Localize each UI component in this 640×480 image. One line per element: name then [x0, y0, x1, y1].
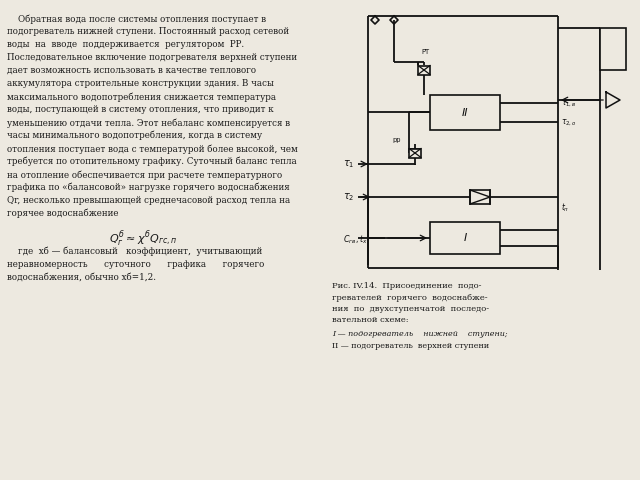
- Text: $t_п$: $t_п$: [561, 202, 570, 215]
- Text: отопления поступает вода с температурой более высокой, чем: отопления поступает вода с температурой …: [7, 144, 298, 154]
- Text: вательной схеме:: вательной схеме:: [332, 316, 408, 324]
- Text: рр: рр: [392, 137, 401, 143]
- Text: где  хб — балансовый   коэффициент,  учитывающий: где хб — балансовый коэффициент, учитыва…: [7, 247, 262, 256]
- Text: $\tau_{1,в}$: $\tau_{1,в}$: [561, 99, 577, 109]
- Text: максимального водопотребления снижается температура: максимального водопотребления снижается …: [7, 92, 276, 101]
- Text: гревателей  горячего  водоснабже-: гревателей горячего водоснабже-: [332, 293, 488, 301]
- Text: аккумулятора строительные конструкции здания. В часы: аккумулятора строительные конструкции зд…: [7, 79, 274, 88]
- Text: требуется по отопительному графику. Суточный баланс тепла: требуется по отопительному графику. Суто…: [7, 157, 297, 167]
- Text: Рис. IV.14.  Присоединение  подо-: Рис. IV.14. Присоединение подо-: [332, 282, 481, 290]
- Text: $\tau_{2,о}$: $\tau_{2,о}$: [561, 118, 577, 128]
- Text: II: II: [461, 108, 468, 118]
- Text: горячее водоснабжение: горячее водоснабжение: [7, 209, 118, 218]
- Text: на отопление обеспечивается при расчете температурного: на отопление обеспечивается при расчете …: [7, 170, 282, 180]
- Text: воды, поступающей в систему отопления, что приводит к: воды, поступающей в систему отопления, ч…: [7, 105, 274, 114]
- Text: РТ: РТ: [421, 49, 429, 55]
- Text: дает возможность использовать в качестве теплового: дает возможность использовать в качестве…: [7, 66, 256, 75]
- Text: часы минимального водопотребления, когда в систему: часы минимального водопотребления, когда…: [7, 131, 262, 141]
- Bar: [418, 65, 430, 74]
- Text: неравномерность      суточного      графика      горячего: неравномерность суточного графика горяче…: [7, 260, 264, 269]
- Text: I: I: [463, 233, 467, 243]
- Text: воды  на  вводе  поддерживается  регулятором  РР.: воды на вводе поддерживается регулятором…: [7, 40, 244, 49]
- Text: $C_{гв}, t_x$: $C_{гв}, t_x$: [343, 234, 368, 246]
- Bar: [600, 28, 626, 70]
- Text: $\tau_1$: $\tau_1$: [343, 158, 355, 170]
- Text: Qr, несколько превышающей среднечасовой расход тепла на: Qr, несколько превышающей среднечасовой …: [7, 196, 291, 205]
- Bar: [409, 148, 421, 157]
- Bar: [470, 190, 490, 204]
- Bar: [430, 95, 500, 130]
- Text: водоснабжения, обычно хб=1,2.: водоснабжения, обычно хб=1,2.: [7, 273, 156, 282]
- Text: I — подогреватель    нижней    ступени;: I — подогреватель нижней ступени;: [332, 330, 508, 338]
- Text: ния  по  двухступенчатой  последо-: ния по двухступенчатой последо-: [332, 305, 489, 313]
- Text: Последовательное включение подогревателя верхней ступени: Последовательное включение подогревателя…: [7, 53, 297, 62]
- Text: графика по «балансовой» нагрузке горячего водоснабжения: графика по «балансовой» нагрузке горячег…: [7, 183, 290, 192]
- Text: уменьшению отдачи тепла. Этот небаланс компенсируется в: уменьшению отдачи тепла. Этот небаланс к…: [7, 118, 290, 128]
- Bar: [430, 222, 500, 254]
- Text: $\tau_2$: $\tau_2$: [343, 191, 355, 203]
- Text: подогреватель нижней ступени. Постоянный расход сетевой: подогреватель нижней ступени. Постоянный…: [7, 27, 289, 36]
- Text: II — подогреватель  верхней ступени: II — подогреватель верхней ступени: [332, 341, 489, 349]
- Text: Обратная вода после системы отопления поступает в: Обратная вода после системы отопления по…: [7, 14, 266, 24]
- Text: $Q^{б}_{г} \approx \chi^{б} Q_{гс,п}$: $Q^{б}_{г} \approx \chi^{б} Q_{гс,п}$: [109, 229, 177, 249]
